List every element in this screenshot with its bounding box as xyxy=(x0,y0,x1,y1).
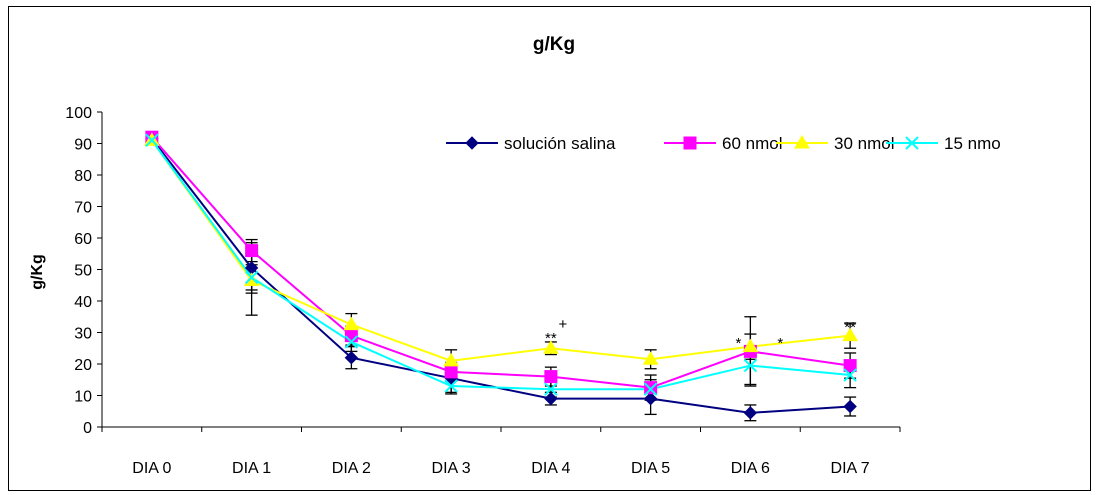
y-tick-label: 100 xyxy=(65,105,92,122)
data-point xyxy=(642,351,659,365)
x-axis: DIA 0 DIA 1 DIA 2 DIA 3 DIA 4 DIA 5 DIA 6 DIA 7 xyxy=(101,427,901,477)
legend-item: 30 nmol xyxy=(776,134,894,153)
legend-item: solución salina xyxy=(446,134,616,153)
chart-frame xyxy=(8,6,1091,491)
y-tick-label: 90 xyxy=(74,137,92,154)
series-markers xyxy=(144,130,858,420)
data-point xyxy=(843,368,857,382)
data-point xyxy=(743,406,758,420)
marker-stroke xyxy=(544,382,558,396)
legend: solución salina 60 nmol 30 nmol 15 nmo xyxy=(446,134,1001,153)
series-line xyxy=(151,139,851,391)
x-tick-label: DIA 6 xyxy=(731,460,770,477)
legend-label: solución salina xyxy=(504,134,616,153)
legend-item: 60 nmol xyxy=(664,134,782,153)
significance-mark: + xyxy=(558,316,567,333)
y-axis-label: g/Kg xyxy=(29,254,46,290)
y-axis: 0 10 20 30 40 50 60 70 80 90 100 xyxy=(65,105,102,437)
significance-annotations: **+* *** xyxy=(545,316,856,352)
marker-stroke xyxy=(244,270,259,285)
axes xyxy=(101,112,900,428)
marker-stroke xyxy=(444,379,458,393)
data-point xyxy=(643,391,658,406)
data-point xyxy=(245,244,259,258)
significance-mark: * xyxy=(777,335,783,352)
y-tick-label: 70 xyxy=(74,200,92,217)
legend-label: 60 nmol xyxy=(722,134,782,153)
marker-stroke xyxy=(643,382,658,396)
data-point xyxy=(743,358,758,373)
legend-swatch-marker xyxy=(683,136,697,150)
legend-label: 30 nmol xyxy=(834,134,894,153)
x-tick-label: DIA 4 xyxy=(531,460,570,477)
chart-title: g/Kg xyxy=(533,34,575,55)
data-point xyxy=(843,399,857,414)
legend-item: 15 nmo xyxy=(886,134,1001,153)
series-line xyxy=(151,136,851,389)
x-tick-label: DIA 2 xyxy=(332,460,371,477)
marker-stroke xyxy=(743,358,758,373)
significance-mark: * xyxy=(735,335,741,352)
y-tick-label: 20 xyxy=(74,357,92,374)
data-point xyxy=(644,381,658,395)
data-point xyxy=(742,338,759,353)
data-point xyxy=(544,382,558,396)
y-tick-label: 30 xyxy=(74,326,92,343)
marker-stroke xyxy=(344,335,359,349)
x-tick-label: DIA 3 xyxy=(432,460,471,477)
data-point xyxy=(544,391,558,406)
data-point xyxy=(842,327,858,342)
y-tick-label: 50 xyxy=(74,263,92,280)
x-tick-label: DIA 7 xyxy=(831,460,870,477)
data-point xyxy=(444,379,458,393)
significance-mark: ** xyxy=(545,330,557,347)
y-tick-label: 10 xyxy=(74,389,92,406)
legend-swatch-marker xyxy=(905,136,919,150)
data-point xyxy=(145,133,159,148)
marker-stroke xyxy=(905,136,919,150)
legend-swatch-marker xyxy=(465,136,479,150)
data-point xyxy=(544,370,558,384)
y-tick-label: 0 xyxy=(83,420,92,437)
x-tick-label: DIA 0 xyxy=(132,460,171,477)
y-tick-label: 60 xyxy=(74,231,92,248)
x-tick-label: DIA 1 xyxy=(232,460,271,477)
marker-stroke xyxy=(843,368,857,382)
legend-label: 15 nmo xyxy=(944,134,1001,153)
y-tick-label: 80 xyxy=(74,168,92,185)
data-point xyxy=(344,329,358,343)
data-point xyxy=(343,316,360,331)
data-point xyxy=(843,359,857,373)
data-point xyxy=(443,352,459,367)
significance-mark: ** xyxy=(844,319,856,336)
legend-swatch-marker xyxy=(794,135,810,149)
data-point xyxy=(643,382,658,396)
data-point xyxy=(543,340,559,354)
data-point xyxy=(344,335,359,349)
data-point xyxy=(444,365,458,379)
y-tick-label: 40 xyxy=(74,294,92,311)
marker-stroke xyxy=(145,133,159,148)
data-point xyxy=(344,350,359,365)
series-lines xyxy=(151,136,851,414)
data-point xyxy=(244,270,259,285)
x-tick-label: DIA 5 xyxy=(631,460,670,477)
